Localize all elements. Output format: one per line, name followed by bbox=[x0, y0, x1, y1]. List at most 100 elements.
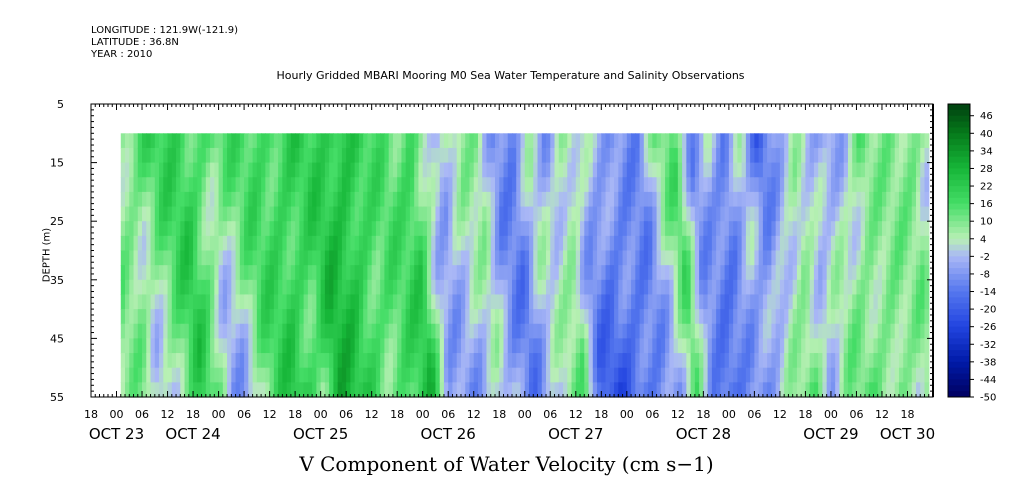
heatmap-cell bbox=[350, 323, 356, 339]
heatmap-cell bbox=[443, 250, 449, 266]
heatmap-cell bbox=[286, 221, 292, 237]
heatmap-cell bbox=[805, 309, 811, 325]
heatmap-cell bbox=[813, 221, 819, 237]
heatmap-cell bbox=[499, 162, 505, 178]
heatmap-cell bbox=[350, 235, 356, 252]
heatmap-cell bbox=[622, 147, 628, 164]
heatmap-cell bbox=[303, 279, 309, 296]
heatmap-cell bbox=[860, 133, 866, 149]
heatmap-cell bbox=[835, 323, 841, 339]
heatmap-cell bbox=[163, 382, 169, 398]
heatmap-cell bbox=[529, 265, 534, 281]
x-hour-label: 00 bbox=[416, 408, 430, 421]
heatmap-cell bbox=[622, 177, 628, 193]
heatmap-cell bbox=[299, 147, 305, 164]
heatmap-cell bbox=[775, 191, 781, 208]
heatmap-cell bbox=[346, 133, 351, 149]
heatmap-cell bbox=[784, 221, 790, 237]
heatmap-cell bbox=[550, 162, 556, 178]
heatmap-cell bbox=[779, 309, 785, 325]
heatmap-cell bbox=[784, 367, 790, 383]
heatmap-cell bbox=[248, 250, 254, 266]
heatmap-cell bbox=[299, 279, 305, 296]
heatmap-cell bbox=[873, 279, 879, 296]
heatmap-cell bbox=[550, 221, 556, 237]
heatmap-cell bbox=[546, 382, 551, 398]
heatmap-cell bbox=[367, 191, 373, 208]
heatmap-cell bbox=[886, 367, 892, 383]
heatmap-cell bbox=[745, 353, 751, 369]
heatmap-cell bbox=[184, 177, 190, 193]
heatmap-cell bbox=[307, 338, 313, 354]
heatmap-cell bbox=[329, 250, 334, 266]
heatmap-cell bbox=[567, 382, 573, 398]
heatmap-cell bbox=[588, 147, 594, 164]
heatmap-cell bbox=[699, 235, 704, 252]
heatmap-cell bbox=[316, 294, 322, 310]
heatmap-cell bbox=[860, 250, 866, 266]
heatmap-cell bbox=[907, 147, 913, 164]
heatmap-cell bbox=[690, 191, 696, 208]
heatmap-cell bbox=[563, 367, 568, 383]
heatmap-cell bbox=[290, 382, 296, 398]
heatmap-cell bbox=[830, 353, 836, 369]
heatmap-cell bbox=[792, 294, 798, 310]
colorbar-label: -50 bbox=[980, 393, 996, 404]
heatmap-cell bbox=[176, 265, 181, 281]
heatmap-cell bbox=[358, 177, 364, 193]
heatmap-cell bbox=[533, 250, 539, 266]
heatmap-cell bbox=[724, 323, 730, 339]
heatmap-cell bbox=[409, 206, 415, 222]
heatmap-cell bbox=[231, 294, 237, 310]
heatmap-cell bbox=[716, 162, 721, 178]
heatmap-cell bbox=[346, 162, 351, 178]
heatmap-cell bbox=[426, 206, 432, 222]
heatmap-cell bbox=[826, 221, 832, 237]
heatmap-cell bbox=[350, 250, 356, 266]
heatmap-cell bbox=[648, 382, 653, 398]
heatmap-cell bbox=[367, 367, 373, 383]
heatmap-cell bbox=[546, 147, 551, 164]
heatmap-cell bbox=[452, 191, 458, 208]
heatmap-cell bbox=[171, 353, 177, 369]
heatmap-cell bbox=[137, 133, 143, 149]
heatmap-cell bbox=[363, 323, 369, 339]
heatmap-cell bbox=[150, 279, 156, 296]
colorbar-label: 4 bbox=[980, 234, 986, 245]
heatmap-cell bbox=[507, 177, 513, 193]
heatmap-cell bbox=[520, 279, 526, 296]
heatmap-cell bbox=[626, 309, 632, 325]
heatmap-cell bbox=[843, 338, 849, 354]
y-tick-label: 45 bbox=[50, 332, 64, 345]
heatmap-cell bbox=[745, 191, 751, 208]
heatmap-cell bbox=[354, 191, 360, 208]
heatmap-cell bbox=[852, 382, 858, 398]
heatmap-cell bbox=[745, 367, 751, 383]
heatmap-cell bbox=[239, 133, 245, 149]
heatmap-cell bbox=[269, 338, 275, 354]
heatmap-cell bbox=[129, 367, 135, 383]
heatmap-cell bbox=[911, 206, 917, 222]
heatmap-cell bbox=[809, 338, 815, 354]
heatmap-cell bbox=[563, 162, 568, 178]
heatmap-cell bbox=[558, 382, 564, 398]
heatmap-cell bbox=[380, 133, 386, 149]
heatmap-cell bbox=[809, 221, 815, 237]
heatmap-cell bbox=[499, 353, 505, 369]
heatmap-cell bbox=[877, 294, 883, 310]
heatmap-cell bbox=[839, 250, 845, 266]
heatmap-cell bbox=[529, 177, 534, 193]
heatmap-cell bbox=[779, 279, 785, 296]
heatmap-cell bbox=[639, 221, 645, 237]
heatmap-cell bbox=[337, 133, 343, 149]
heatmap-cell bbox=[431, 250, 437, 266]
heatmap-cell bbox=[486, 133, 492, 149]
heatmap-cell bbox=[171, 191, 177, 208]
heatmap-cell bbox=[801, 221, 807, 237]
heatmap-cell bbox=[550, 338, 556, 354]
heatmap-cell bbox=[805, 191, 811, 208]
heatmap-cell bbox=[218, 147, 224, 164]
heatmap-cell bbox=[775, 323, 781, 339]
heatmap-cell bbox=[392, 206, 398, 222]
heatmap-cell bbox=[533, 177, 539, 193]
